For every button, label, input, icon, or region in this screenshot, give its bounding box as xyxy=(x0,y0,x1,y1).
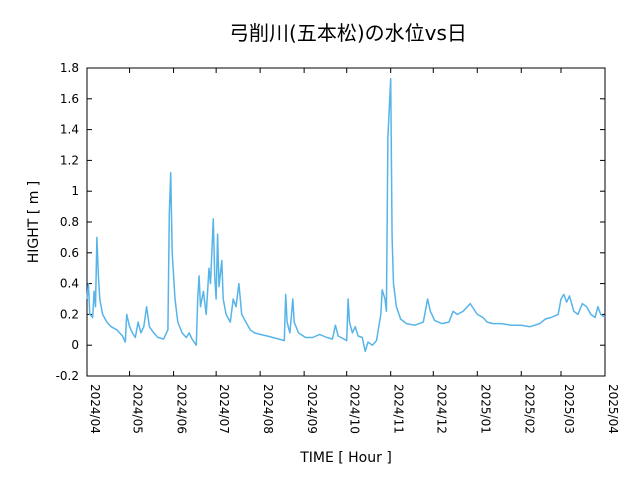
x-tick-label: 2024/04 xyxy=(88,384,102,434)
x-tick-label: 2024/12 xyxy=(434,384,448,434)
x-tick-label: 2024/10 xyxy=(348,384,362,434)
y-tick-label: 0.8 xyxy=(60,215,79,229)
y-axis-title: HIGHT [ m ] xyxy=(26,181,42,264)
x-tick-label: 2025/04 xyxy=(606,384,620,434)
chart-title: 弓削川(五本松)の水位vs日 xyxy=(229,21,467,45)
y-tick-label: 1.6 xyxy=(60,92,79,106)
x-axis: 2024/04 2024/05 2024/06 2024/07 2024/08 2024/… xyxy=(86,68,620,434)
x-tick-label: 2025/02 xyxy=(522,384,536,434)
x-tick-label: 2024/08 xyxy=(261,384,275,434)
y-tick-label: -0.2 xyxy=(56,369,79,383)
y-tick-label: 0.4 xyxy=(60,277,79,291)
y-tick-label: 1.8 xyxy=(60,61,79,75)
y-tick-label: 0 xyxy=(71,338,79,352)
x-tick-label: 2024/11 xyxy=(392,384,406,434)
y-tick-label: 0.2 xyxy=(60,307,79,321)
x-axis-title: TIME [ Hour ] xyxy=(299,450,392,466)
x-tick-label: 2024/07 xyxy=(217,384,231,434)
y-tick-label: 1 xyxy=(71,184,79,198)
y-axis: -0.2 0 0.2 0.4 0.6 0.8 1 1.2 1.4 1.6 1.8 xyxy=(56,61,605,383)
y-tick-label: 1.4 xyxy=(60,123,79,137)
x-tick-label: 2025/03 xyxy=(562,384,576,434)
plot-area-frame xyxy=(86,67,606,377)
x-tick-label: 2024/09 xyxy=(305,384,319,434)
y-tick-label: 1.2 xyxy=(60,153,79,167)
x-tick-label: 2024/06 xyxy=(175,384,189,434)
series-line xyxy=(86,78,606,353)
series-layer xyxy=(86,78,606,353)
y-tick-label: 0.6 xyxy=(60,246,79,260)
x-tick-label: 2024/05 xyxy=(131,384,145,434)
x-tick-label: 2025/01 xyxy=(478,384,492,434)
